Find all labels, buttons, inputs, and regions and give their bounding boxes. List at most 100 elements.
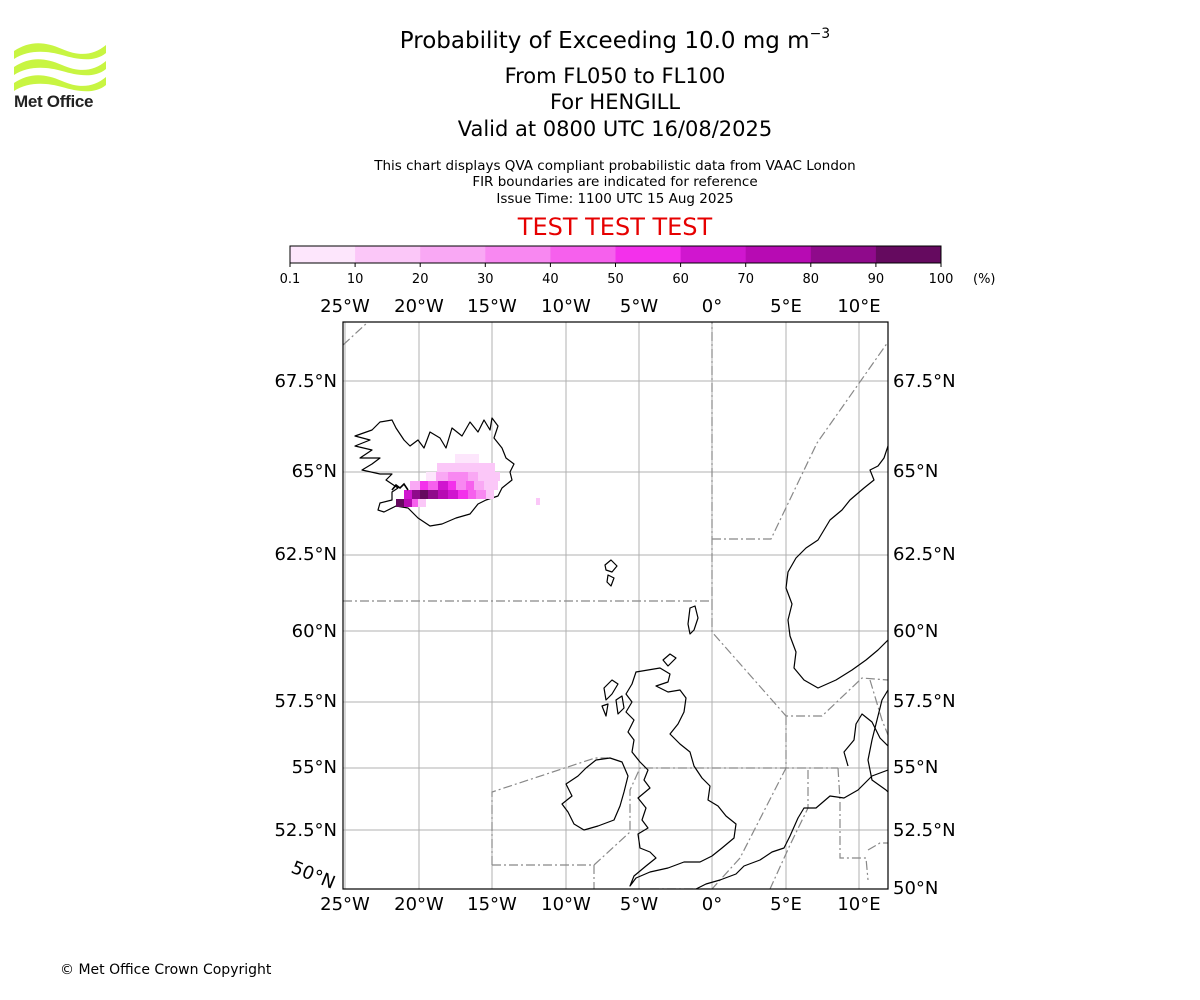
longitude-label: 15°W xyxy=(467,296,517,317)
longitude-label: 25°W xyxy=(320,894,370,915)
ash-cell xyxy=(438,490,448,499)
ash-cell xyxy=(456,481,466,490)
colorbar-segment xyxy=(550,246,616,263)
ash-probability-field xyxy=(396,454,540,507)
ash-cell xyxy=(468,490,476,499)
issue-time: Issue Time: 1100 UTC 15 Aug 2025 xyxy=(496,191,734,207)
info-fir-note: FIR boundaries are indicated for referen… xyxy=(472,174,758,190)
colorbar-segment xyxy=(420,246,486,263)
longitude-label: 10°W xyxy=(541,296,591,317)
ash-cell xyxy=(476,490,486,499)
colorbar-tick-label: 80 xyxy=(803,272,820,287)
latitude-label-left: 52.5°N xyxy=(274,820,337,841)
colorbar-segment xyxy=(810,246,877,263)
map-frame xyxy=(342,321,889,890)
latitude-label-left: 57.5°N xyxy=(274,691,337,712)
colorbar-tick-label: 30 xyxy=(477,272,494,287)
ash-cell xyxy=(420,481,428,490)
ash-cell xyxy=(404,499,412,507)
ash-cell xyxy=(396,499,404,507)
colorbar-segment xyxy=(745,246,812,263)
ash-cell xyxy=(458,490,468,499)
iceland-coast xyxy=(354,417,515,527)
colorbar-segment xyxy=(290,246,356,263)
great-britain-coast xyxy=(625,667,737,887)
longitude-label: 5°E xyxy=(770,894,802,915)
colorbar-tick-label: 70 xyxy=(737,272,754,287)
fir-boundary xyxy=(491,757,608,865)
colorbar-tick-label: 20 xyxy=(412,272,429,287)
longitude-label: 10°E xyxy=(837,894,880,915)
ash-cell xyxy=(428,481,438,490)
fir-boundary xyxy=(837,767,869,881)
latitude-label-left: 65°N xyxy=(292,461,337,482)
colorbar-tick-label: 60 xyxy=(672,272,689,287)
colorbar-tick-label: 90 xyxy=(868,272,885,287)
graticule xyxy=(343,322,888,889)
colorbar-tick-label: 50 xyxy=(607,272,624,287)
colorbar-segment xyxy=(485,246,551,263)
fir-boundary xyxy=(492,767,838,866)
volcano-name: For HENGILL xyxy=(549,90,681,114)
latitude-label-left: 60°N xyxy=(292,621,337,642)
ash-cell xyxy=(448,472,468,481)
longitude-label: 25°W xyxy=(320,296,370,317)
latitude-label-right: 55°N xyxy=(893,757,938,778)
latitude-label-right: 62.5°N xyxy=(893,544,956,565)
colorbar-tick-label: 0.1 xyxy=(280,272,301,287)
latitude-label-left: 67.5°N xyxy=(274,371,337,392)
ash-cell xyxy=(428,490,438,499)
ash-cell xyxy=(420,490,428,499)
ash-cell xyxy=(404,490,412,499)
ash-cell xyxy=(437,463,495,472)
latitude-label-right: 50°N xyxy=(893,878,938,899)
valid-time: Valid at 0800 UTC 16/08/2025 xyxy=(457,117,773,141)
ash-cell xyxy=(426,472,436,481)
ash-cell xyxy=(486,490,494,499)
logo-text: Met Office xyxy=(14,92,94,111)
latitude-label-left: 62.5°N xyxy=(274,544,337,565)
longitude-label: 20°W xyxy=(394,296,444,317)
latitude-label-right: 67.5°N xyxy=(893,371,956,392)
longitude-label: 20°W xyxy=(394,894,444,915)
map-area xyxy=(343,322,888,889)
test-banner: TEST TEST TEST xyxy=(517,213,713,241)
orkney-coast xyxy=(662,653,677,667)
ash-cell xyxy=(410,481,420,490)
hebrides-coast xyxy=(601,679,625,717)
fir-boundary xyxy=(343,322,713,602)
latitude-label-right: 57.5°N xyxy=(893,691,956,712)
latitude-label-left: 50°N xyxy=(288,857,338,893)
fir-boundary xyxy=(869,679,888,736)
ash-cell xyxy=(474,481,484,490)
longitude-label: 5°W xyxy=(620,894,658,915)
info-description: This chart displays QVA compliant probab… xyxy=(374,158,856,174)
ash-cell xyxy=(412,499,418,507)
longitude-label: 15°W xyxy=(467,894,517,915)
ash-cell xyxy=(478,472,500,481)
colorbar-unit: (%) xyxy=(973,272,996,287)
colorbar-tick-label: 10 xyxy=(347,272,364,287)
faroe-coast xyxy=(604,559,618,587)
fir-boundaries xyxy=(343,322,888,889)
colorbar-tick-label: 100 xyxy=(929,272,954,287)
longitude-label: 10°W xyxy=(541,894,591,915)
denmark-coast xyxy=(843,713,888,767)
fir-boundary xyxy=(343,322,369,346)
ash-cell xyxy=(438,481,448,490)
ash-cell xyxy=(484,481,498,490)
norway-coast xyxy=(785,445,888,689)
ash-cell xyxy=(466,481,474,490)
coastlines xyxy=(354,417,888,889)
colorbar-segment xyxy=(875,246,942,263)
fir-boundary xyxy=(711,716,787,889)
ash-cell xyxy=(436,472,448,481)
axis-labels: 25°W 25°W 20°W 20°W 15°W 15°W 10°W 10°W 5°W 5°W 0°… xyxy=(274,296,955,915)
colorbar-segment xyxy=(615,246,682,263)
met-office-logo xyxy=(14,43,106,92)
fir-boundary xyxy=(769,770,809,889)
fir-boundary xyxy=(867,842,888,851)
longitude-label: 5°E xyxy=(770,296,802,317)
shetland-coast xyxy=(687,605,699,635)
